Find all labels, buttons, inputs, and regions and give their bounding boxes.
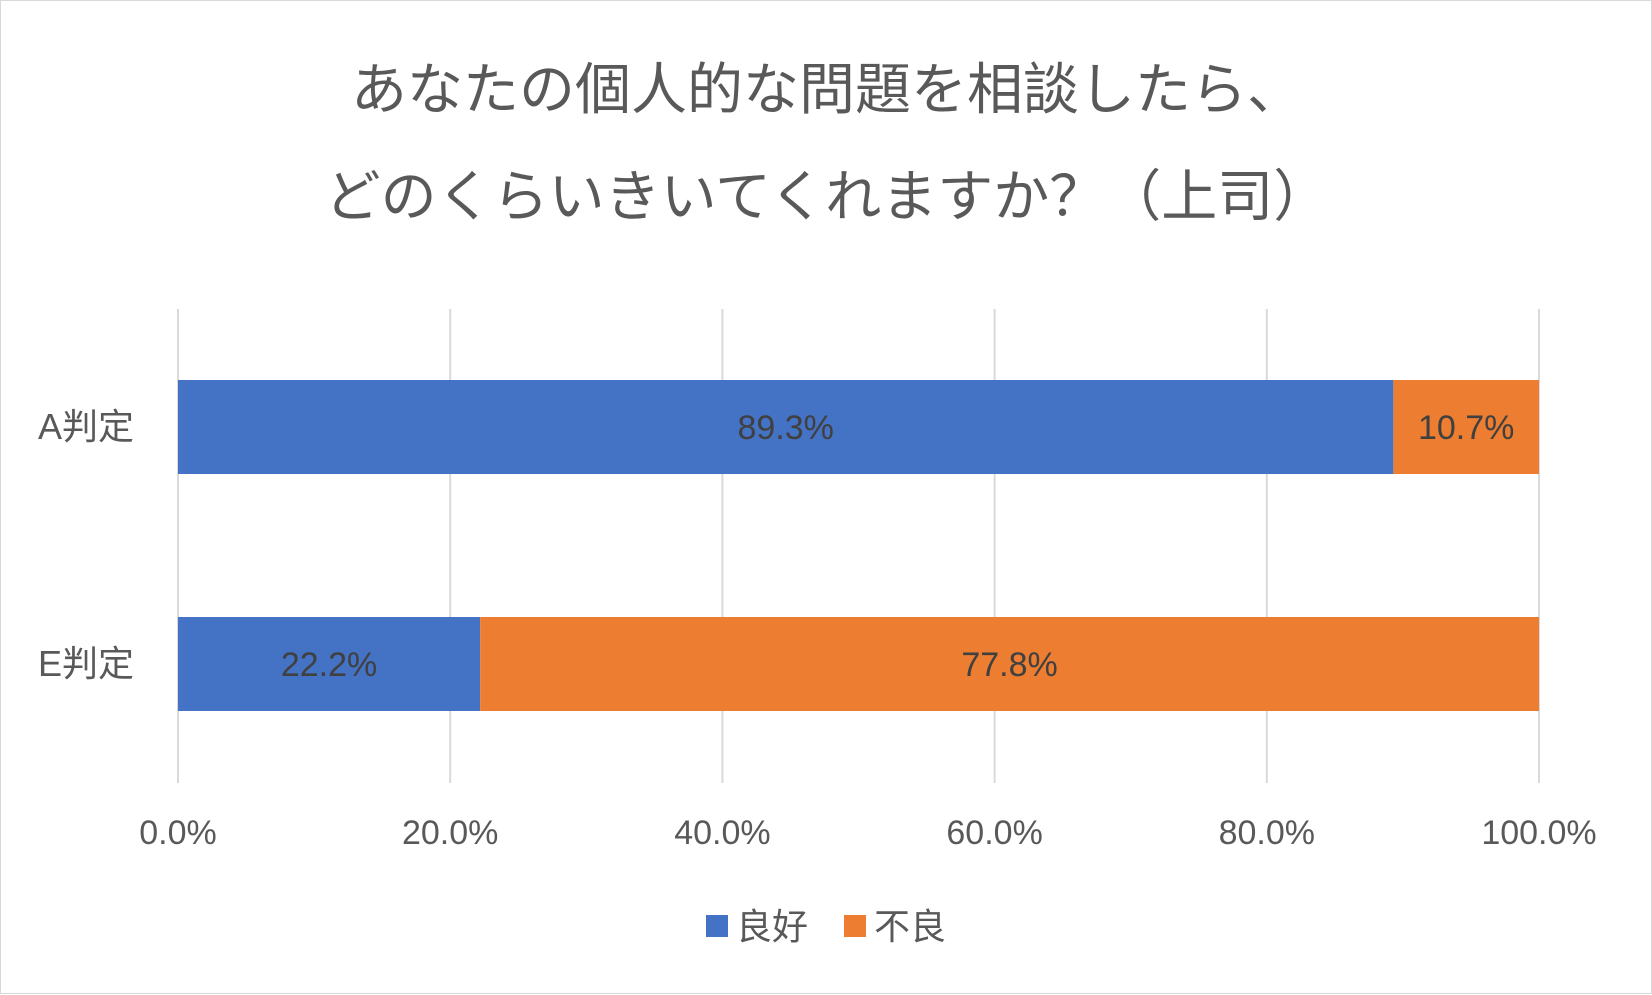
bar-1-0 — [1393, 380, 1539, 474]
bar-0-1 — [178, 617, 481, 711]
chart-title-line-1: あなたの個人的な問題を相談したら、 — [351, 58, 1303, 123]
category-label-0: A判定 — [38, 406, 134, 447]
data-label-0-0: 89.3% — [737, 409, 833, 447]
x-tick-label-0: 0.0% — [139, 814, 217, 852]
legend-label-0: 良好 — [736, 906, 808, 947]
bar-0-0 — [178, 380, 1394, 474]
data-label-1-1: 77.8% — [961, 646, 1057, 684]
legend-swatch-0 — [706, 915, 728, 937]
data-label-1-0: 10.7% — [1418, 409, 1514, 447]
chart-title-line-2: どのくらいきいてくれますか？（上司） — [324, 165, 1330, 230]
x-tick-label-2: 40.0% — [674, 814, 770, 852]
x-tick-label-3: 60.0% — [946, 814, 1042, 852]
x-tick-label-5: 100.0% — [1481, 814, 1596, 852]
bar-1-1 — [480, 617, 1540, 711]
legend-label-1: 不良 — [874, 906, 946, 947]
legend-swatch-1 — [844, 915, 866, 937]
category-label-1: E判定 — [38, 643, 134, 684]
x-tick-label-1: 20.0% — [402, 814, 498, 852]
data-label-0-1: 22.2% — [281, 646, 377, 684]
x-tick-label-4: 80.0% — [1219, 814, 1315, 852]
